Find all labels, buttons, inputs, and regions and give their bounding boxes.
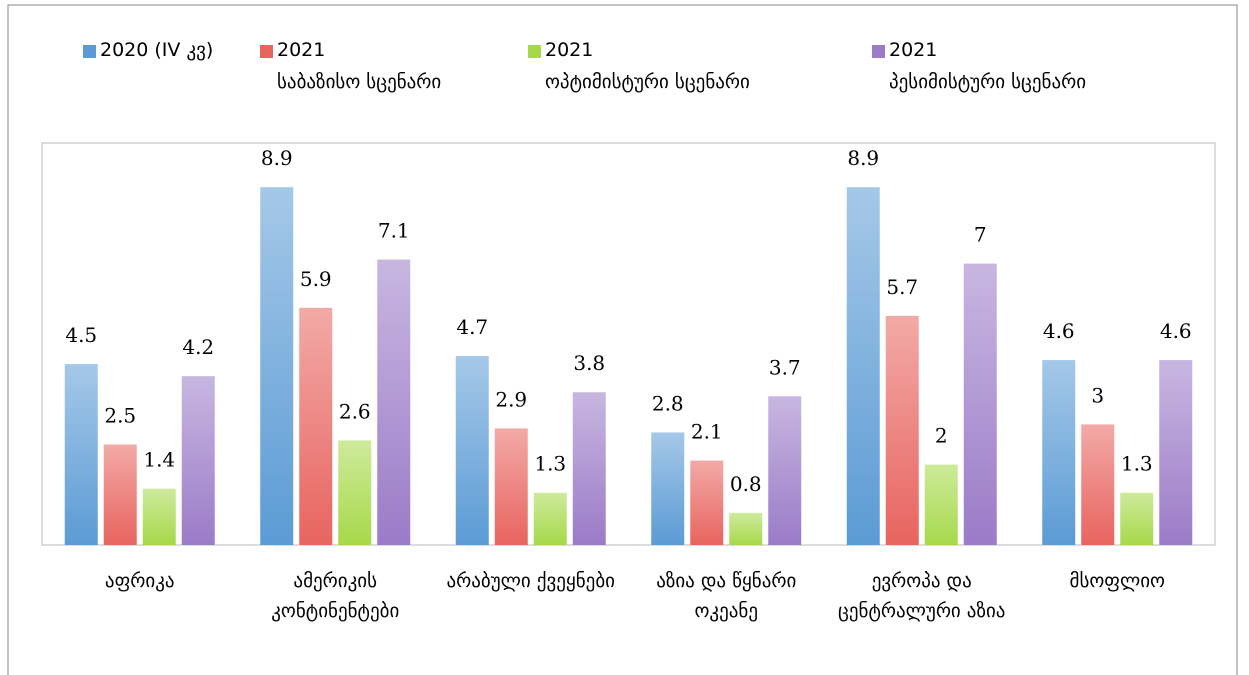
- data-label: 5.9: [300, 267, 332, 291]
- legend-swatch: [872, 45, 885, 58]
- legend-label: 2021 ოპტიმისტური სცენარი: [545, 39, 750, 93]
- bar: [729, 512, 763, 545]
- data-label: 4.5: [65, 323, 97, 347]
- plot-area: [41, 142, 1216, 546]
- bar: [651, 432, 685, 545]
- bar: [377, 259, 411, 545]
- bar: [142, 488, 176, 545]
- data-label: 8.9: [847, 146, 879, 170]
- data-label: 1.4: [143, 448, 175, 472]
- bar: [64, 364, 98, 545]
- bar: [963, 263, 997, 545]
- data-label: 2.1: [691, 420, 723, 444]
- data-label: 2.6: [339, 399, 371, 423]
- data-label: 2.5: [104, 404, 136, 428]
- legend-label: 2021 პესიმისტური სცენარი: [889, 39, 1087, 93]
- x-tick-label: ევროპა და ცენტრალური აზია: [838, 570, 1006, 622]
- data-label: 3.7: [769, 355, 801, 379]
- bar: [1081, 424, 1115, 545]
- bar: [690, 460, 724, 545]
- x-tick-label: აზია და წყნარი ოკეანე: [656, 570, 797, 622]
- legend-swatch: [528, 45, 541, 58]
- x-tick-label: მსოფლიო: [1069, 570, 1165, 592]
- bar: [1042, 360, 1076, 545]
- bar: [885, 315, 919, 545]
- data-label: 4.6: [1160, 319, 1192, 343]
- bar: [533, 492, 567, 545]
- data-label: 0.8: [730, 472, 762, 496]
- x-tick-label: ამერიკის კონტინენტები: [271, 570, 400, 622]
- data-label: 7.1: [378, 219, 410, 243]
- data-label: 2.9: [495, 387, 527, 411]
- bar: [1159, 360, 1193, 545]
- data-label: 2: [935, 424, 948, 448]
- data-label: 2.8: [652, 391, 684, 415]
- bar: [260, 187, 294, 545]
- data-label: 5.7: [886, 275, 918, 299]
- chart-frame: [7, 4, 1238, 675]
- bar: [181, 376, 215, 545]
- data-label: 3.8: [573, 351, 605, 375]
- bar: [846, 187, 880, 545]
- data-label: 1.3: [1121, 452, 1153, 476]
- legend-label: 2021 საბაზისო სცენარი: [277, 39, 442, 93]
- bar: [924, 464, 958, 545]
- bar: [455, 356, 489, 545]
- bar: [768, 396, 802, 545]
- x-tick-label: აფრიკა: [104, 570, 175, 592]
- data-label: 3: [1091, 383, 1104, 407]
- bar: [494, 428, 528, 545]
- legend-label: 2020 (IV კვ): [100, 39, 214, 61]
- legend-swatch: [260, 45, 273, 58]
- x-tick-label: არაბული ქვეყნები: [446, 570, 616, 592]
- legend-swatch: [83, 45, 96, 58]
- bar: [338, 440, 372, 545]
- bar: [103, 444, 137, 545]
- data-label: 4.7: [456, 315, 488, 339]
- data-label: 8.9: [261, 146, 293, 170]
- data-label: 7: [974, 223, 987, 247]
- data-label: 1.3: [534, 452, 566, 476]
- data-label: 4.2: [182, 335, 214, 359]
- data-label: 4.6: [1043, 319, 1075, 343]
- bar: [299, 307, 333, 545]
- bar: [1120, 492, 1154, 545]
- bar: [572, 392, 606, 545]
